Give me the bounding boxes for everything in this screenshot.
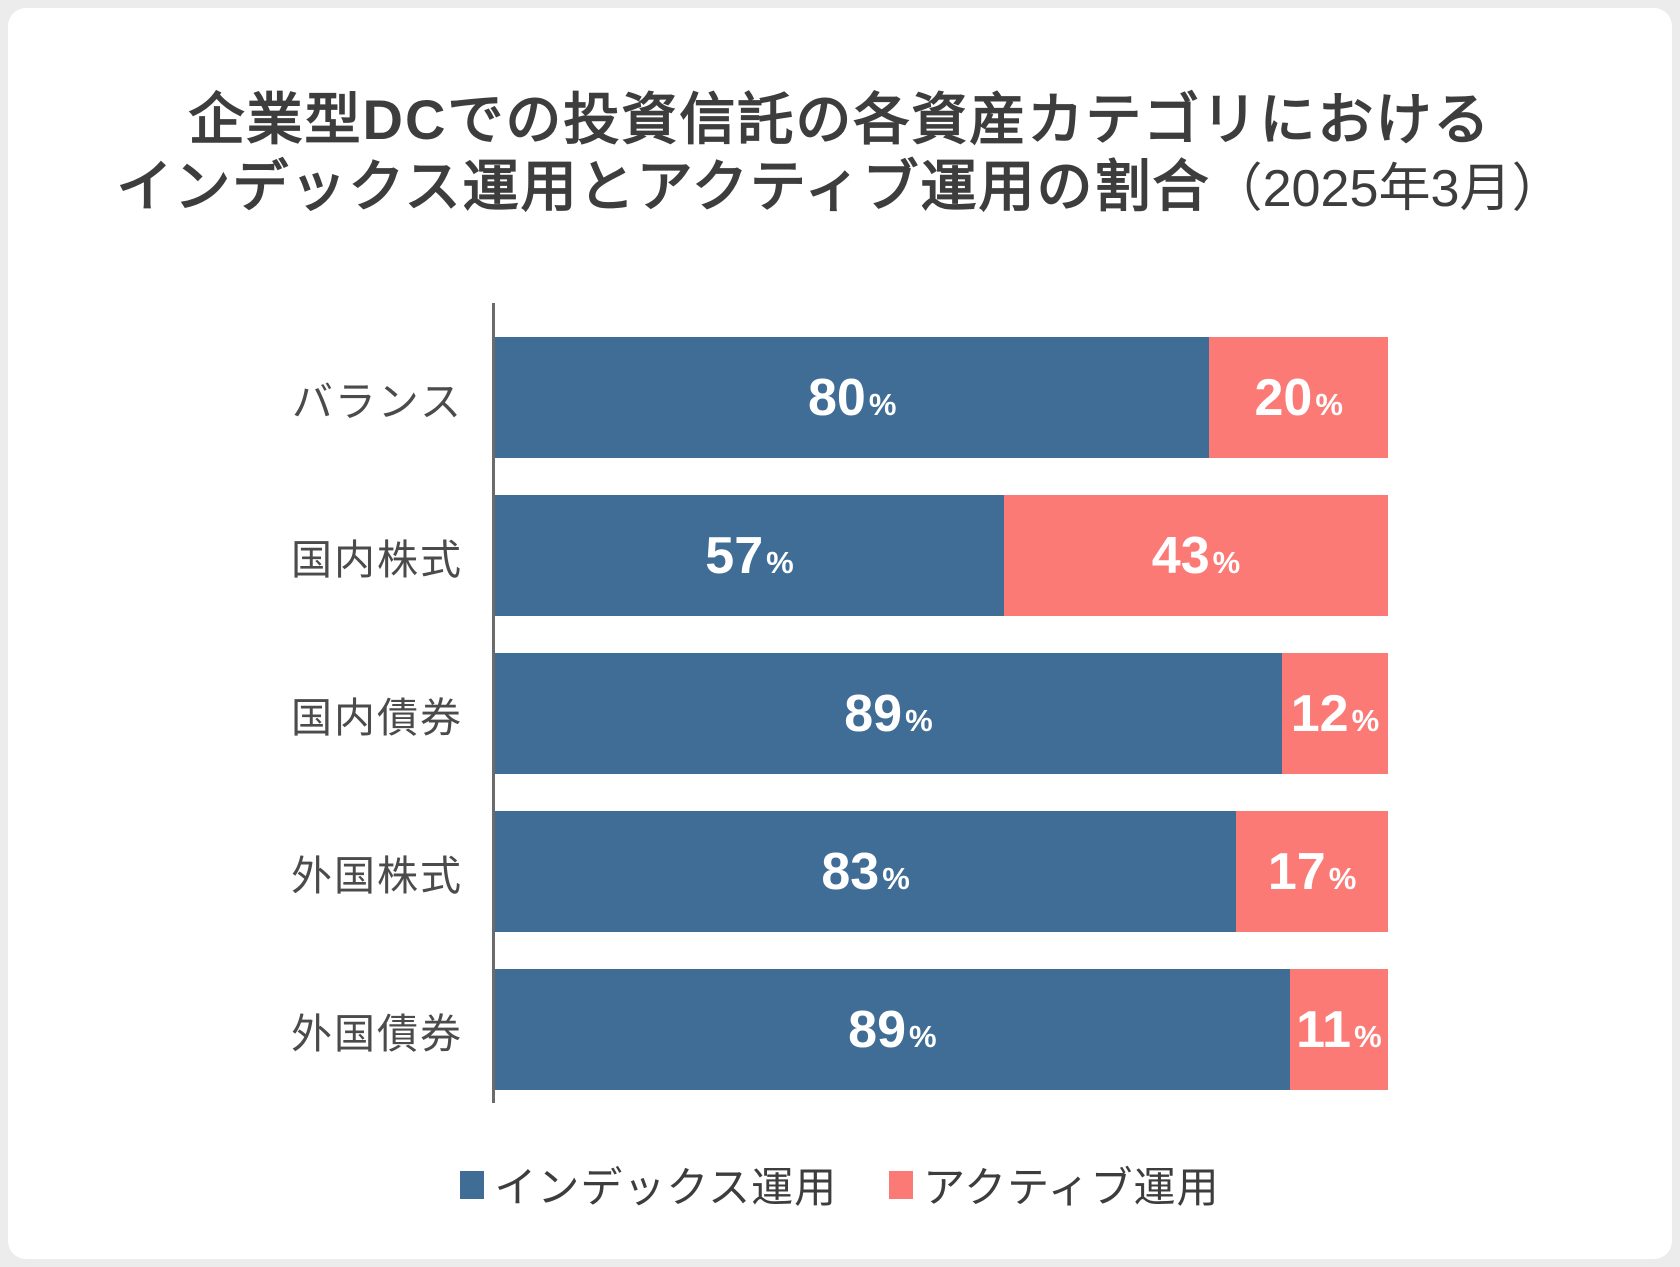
- percent-sign: %: [909, 1018, 937, 1054]
- bar-track: 57% 43%: [495, 495, 1388, 616]
- index-value-label: 83%: [821, 842, 909, 902]
- page-title: 企業型DCでの投資信託の各資産カテゴリにおける インデックス運用とアクティブ運用…: [8, 86, 1672, 221]
- percent-sign: %: [1328, 860, 1357, 896]
- stacked-bar-chart: バランス 80% 20% 国内株式 57% 43% 国内債券 89% 12% 外国株式 83% 17%…: [8, 337, 1388, 1090]
- bar-track: 89% 11%: [495, 969, 1388, 1090]
- legend-swatch-active-icon: [889, 1170, 914, 1199]
- bar-track: 80% 20%: [495, 337, 1388, 458]
- bar-row: バランス 80% 20%: [8, 337, 1388, 458]
- chart-card: 企業型DCでの投資信託の各資産カテゴリにおける インデックス運用とアクティブ運用…: [8, 8, 1672, 1259]
- value-number: 11: [1296, 1000, 1352, 1059]
- legend-item-active: アクティブ運用: [889, 1154, 1219, 1215]
- value-number: 12: [1290, 684, 1349, 743]
- bar-row: 外国株式 83% 17%: [8, 811, 1388, 932]
- value-number: 20: [1254, 368, 1313, 427]
- index-segment: 80%: [495, 337, 1210, 458]
- active-segment: 20%: [1209, 337, 1388, 458]
- index-value-label: 57%: [705, 526, 793, 586]
- percent-sign: %: [1315, 386, 1343, 422]
- percent-sign: %: [1212, 544, 1241, 580]
- value-number: 17: [1267, 842, 1326, 901]
- active-segment: 12%: [1281, 653, 1388, 774]
- active-value-label: 12%: [1291, 684, 1379, 744]
- bar-row: 国内債券 89% 12%: [8, 653, 1388, 774]
- legend: インデックス運用 アクティブ運用: [8, 1154, 1672, 1215]
- active-value-label: 11%: [1296, 1000, 1382, 1060]
- category-label: 国内債券: [291, 694, 463, 741]
- index-value-label: 89%: [848, 1000, 936, 1060]
- legend-label: アクティブ運用: [923, 1164, 1220, 1211]
- index-value-label: 80%: [808, 368, 896, 428]
- title-line-2: インデックス運用とアクティブ運用の割合（2025年3月）: [8, 153, 1672, 220]
- value-number: 57: [705, 526, 764, 585]
- value-number: 89: [848, 1000, 907, 1059]
- bar-track: 89% 12%: [495, 653, 1388, 774]
- value-number: 89: [844, 684, 903, 743]
- category-label: バランス: [291, 378, 463, 425]
- active-segment: 17%: [1236, 811, 1388, 932]
- y-axis-line: [492, 303, 495, 1103]
- value-number: 80: [807, 368, 866, 427]
- legend-label: インデックス運用: [494, 1164, 838, 1211]
- percent-sign: %: [1354, 1018, 1382, 1054]
- category-label: 国内株式: [291, 536, 463, 583]
- value-number: 43: [1151, 526, 1210, 585]
- index-segment: 57%: [495, 495, 1004, 616]
- active-value-label: 20%: [1254, 368, 1342, 428]
- title-line-2-main: インデックス運用とアクティブ運用の割合: [116, 155, 1211, 219]
- title-line-1: 企業型DCでの投資信託の各資産カテゴリにおける: [188, 88, 1492, 151]
- index-segment: 83%: [495, 811, 1237, 932]
- bar-track: 83% 17%: [495, 811, 1388, 932]
- percent-sign: %: [882, 860, 910, 896]
- legend-swatch-index-icon: [460, 1170, 485, 1199]
- percent-sign: %: [766, 544, 794, 580]
- category-label: 外国債券: [291, 1010, 463, 1057]
- percent-sign: %: [868, 386, 897, 422]
- title-line-2-date: （2025年3月）: [1210, 160, 1564, 219]
- active-value-label: 43%: [1152, 526, 1240, 586]
- bar-row: 外国債券 89% 11%: [8, 969, 1388, 1090]
- active-segment: 43%: [1004, 495, 1388, 616]
- percent-sign: %: [1351, 702, 1380, 738]
- category-label: 外国株式: [291, 852, 463, 899]
- index-value-label: 89%: [844, 684, 932, 744]
- bar-rows: バランス 80% 20% 国内株式 57% 43% 国内債券 89% 12% 外国株式 83% 17%…: [8, 337, 1388, 1090]
- index-segment: 89%: [495, 653, 1282, 774]
- bar-row: 国内株式 57% 43%: [8, 495, 1388, 616]
- value-number: 83: [821, 842, 880, 901]
- active-value-label: 17%: [1268, 842, 1356, 902]
- index-segment: 89%: [495, 969, 1290, 1090]
- percent-sign: %: [905, 702, 933, 738]
- legend-item-index: インデックス運用: [460, 1154, 837, 1215]
- active-segment: 11%: [1289, 969, 1388, 1090]
